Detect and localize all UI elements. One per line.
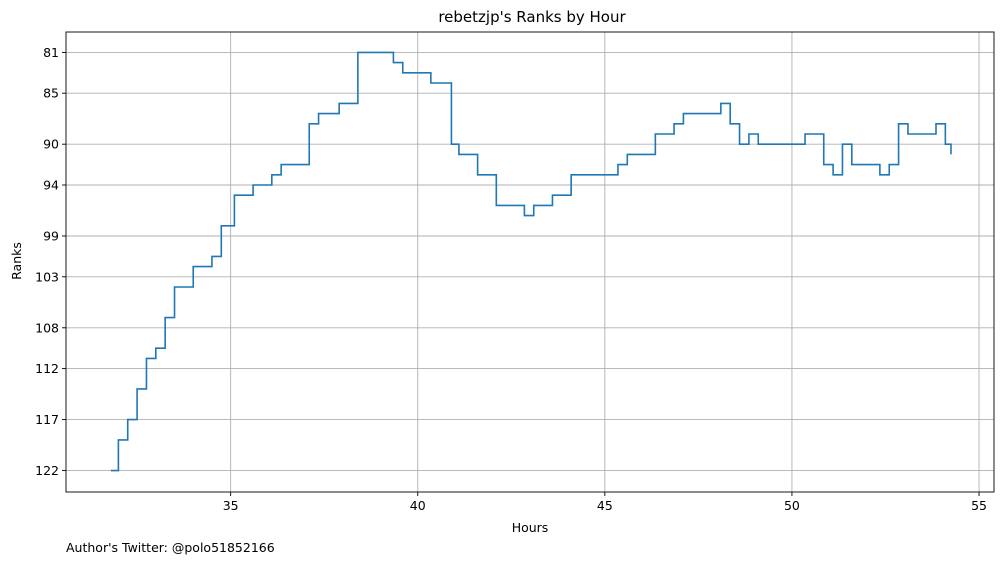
x-tick-label: 50 — [784, 498, 800, 513]
y-axis-label: Ranks — [9, 242, 24, 280]
grid-lines — [66, 32, 994, 492]
y-tick-label: 85 — [43, 86, 59, 101]
chart-title: rebetzjp's Ranks by Hour — [438, 8, 626, 26]
y-tick-label: 112 — [35, 361, 59, 376]
series-layer — [110, 51, 952, 472]
x-tick-label: 40 — [410, 498, 426, 513]
x-tick-label: 55 — [971, 498, 987, 513]
y-tick-label: 94 — [43, 177, 59, 192]
plot-frame — [65, 31, 995, 493]
rank-step-line — [110, 51, 952, 472]
y-tick-label: 122 — [35, 463, 59, 478]
y-tick-label: 103 — [35, 269, 59, 284]
x-tick-label: 45 — [597, 498, 613, 513]
x-axis-label: Hours — [512, 520, 549, 535]
y-tick-label: 81 — [43, 45, 59, 60]
y-tick-label: 117 — [35, 412, 59, 427]
x-tick-label: 35 — [223, 498, 239, 513]
y-tick-label: 108 — [35, 320, 59, 335]
author-footnote: Author's Twitter: @polo51852166 — [66, 540, 275, 555]
y-tick-label: 99 — [43, 228, 59, 243]
axis-ticks: 35 40 45 50 55 81 85 90 94 99 103 108 112 117 122 — [35, 45, 987, 513]
y-tick-label: 90 — [43, 137, 59, 152]
